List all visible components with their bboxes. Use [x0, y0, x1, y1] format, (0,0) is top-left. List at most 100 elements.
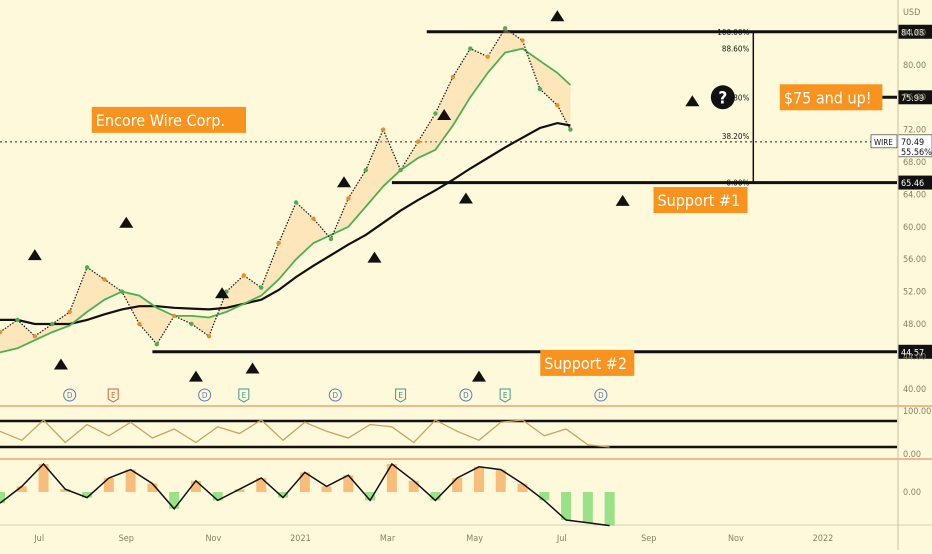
earnings-badge-label: E [111, 391, 116, 400]
histogram-bar [234, 489, 245, 492]
price-point [568, 127, 573, 132]
histogram-bar [452, 478, 463, 492]
price-point [537, 86, 543, 92]
question-icon-glyph: ? [718, 88, 727, 108]
time-tick-label: Mar [380, 534, 396, 544]
dividend-badge-label: D [598, 391, 604, 400]
price-point [32, 333, 38, 339]
histogram-bar [256, 478, 267, 492]
signal-triangle [471, 370, 486, 382]
histogram-bar [278, 492, 289, 498]
histogram-bar [561, 492, 572, 520]
fib-level-label: 0.00% [726, 179, 749, 188]
price-point [520, 38, 525, 43]
histogram-bar [539, 492, 550, 501]
price-point [328, 236, 334, 242]
histogram-bar [299, 472, 310, 492]
dividend-badge-label: D [333, 391, 339, 400]
price-point [259, 285, 264, 290]
annotation-callout [540, 349, 635, 376]
annotation-callout [91, 106, 246, 133]
time-tick-label: Sep [641, 534, 656, 544]
price-tick-label: 56.00 [903, 255, 926, 265]
histogram-bar [38, 464, 49, 492]
level-price-tag [898, 344, 932, 359]
price-point [398, 167, 403, 173]
dividend-badge [63, 388, 77, 402]
histogram-bar [495, 469, 506, 492]
histogram-bar [0, 492, 5, 504]
price-tick-label: 76.00 [903, 93, 926, 103]
price-point [433, 111, 438, 116]
osc2-line [0, 462, 610, 527]
dividend-badge-label: D [463, 391, 469, 400]
earnings-badge [107, 388, 119, 403]
time-tick-label: 2022 [813, 534, 834, 544]
signal-triangle-up [119, 216, 134, 228]
annotation-callout [779, 84, 883, 111]
price-point [84, 265, 90, 270]
dividend-badge [459, 388, 473, 402]
price-tick-label: 72.00 [903, 126, 926, 136]
symbol-tag [870, 134, 898, 149]
price-point [555, 103, 560, 108]
time-tick-label: 2021 [290, 534, 311, 544]
signal-triangle [188, 370, 203, 382]
histogram-bar [365, 492, 376, 501]
level-price-tag [898, 90, 932, 105]
earnings-badge-label: E [503, 391, 508, 400]
price-tick-label: 68.00 [903, 158, 926, 168]
osc1-tick-label: 100.00 [903, 407, 931, 417]
symbol-label: WIRE [874, 138, 893, 147]
earnings-badge-label: E [242, 391, 247, 400]
price-point [171, 313, 177, 319]
price-point [363, 167, 368, 173]
dividend-badge [198, 388, 212, 402]
annotation-callout [653, 187, 748, 214]
histogram-bar [60, 489, 71, 492]
fib-level-label: 100.00% [717, 28, 749, 37]
histogram-bar [147, 483, 158, 492]
price-point [241, 273, 247, 278]
price-point [50, 321, 55, 327]
price-point [502, 26, 508, 31]
annotation-text: $75 and up! [784, 88, 872, 107]
price-point [189, 321, 194, 327]
signal-triangle-up [336, 176, 351, 188]
ema-slow-line [0, 121, 571, 326]
earnings-badge [499, 388, 511, 403]
histogram-bar [125, 469, 136, 492]
fib-level-label: 38.20% [722, 132, 750, 141]
price-point [311, 216, 316, 221]
price-point [468, 46, 473, 51]
signal-triangle-up [27, 249, 42, 261]
time-tick-label: Nov [728, 534, 744, 544]
histogram-bar [343, 475, 354, 492]
dividend-badge [594, 388, 608, 402]
price-point [380, 127, 386, 132]
price-tick-label: 84.00 [903, 28, 926, 38]
currency-label: USD [903, 8, 920, 18]
signal-triangle [615, 194, 630, 206]
fib-level-label: 61.80% [722, 93, 750, 102]
fib-level-label: 88.60% [722, 45, 750, 54]
price-point [154, 342, 159, 347]
time-tick-label: Nov [205, 534, 221, 544]
histogram-bar [103, 478, 114, 492]
price-tick-label: 52.00 [903, 288, 926, 298]
price-point [206, 333, 212, 339]
price-point [67, 309, 72, 315]
signal-triangle-up [437, 109, 452, 121]
histogram-bar [212, 492, 223, 501]
question-icon [710, 85, 735, 110]
dividend-badge-label: D [202, 391, 208, 400]
level-price-label: 84.08 [901, 28, 924, 38]
price-tick-label: 44.00 [903, 352, 926, 362]
signal-triangle [685, 95, 700, 107]
time-tick-label: Sep [119, 534, 134, 544]
price-point [15, 317, 20, 323]
histogram-bar [386, 464, 397, 492]
price-point [102, 277, 107, 282]
annotation-text: Support #1 [658, 191, 741, 210]
